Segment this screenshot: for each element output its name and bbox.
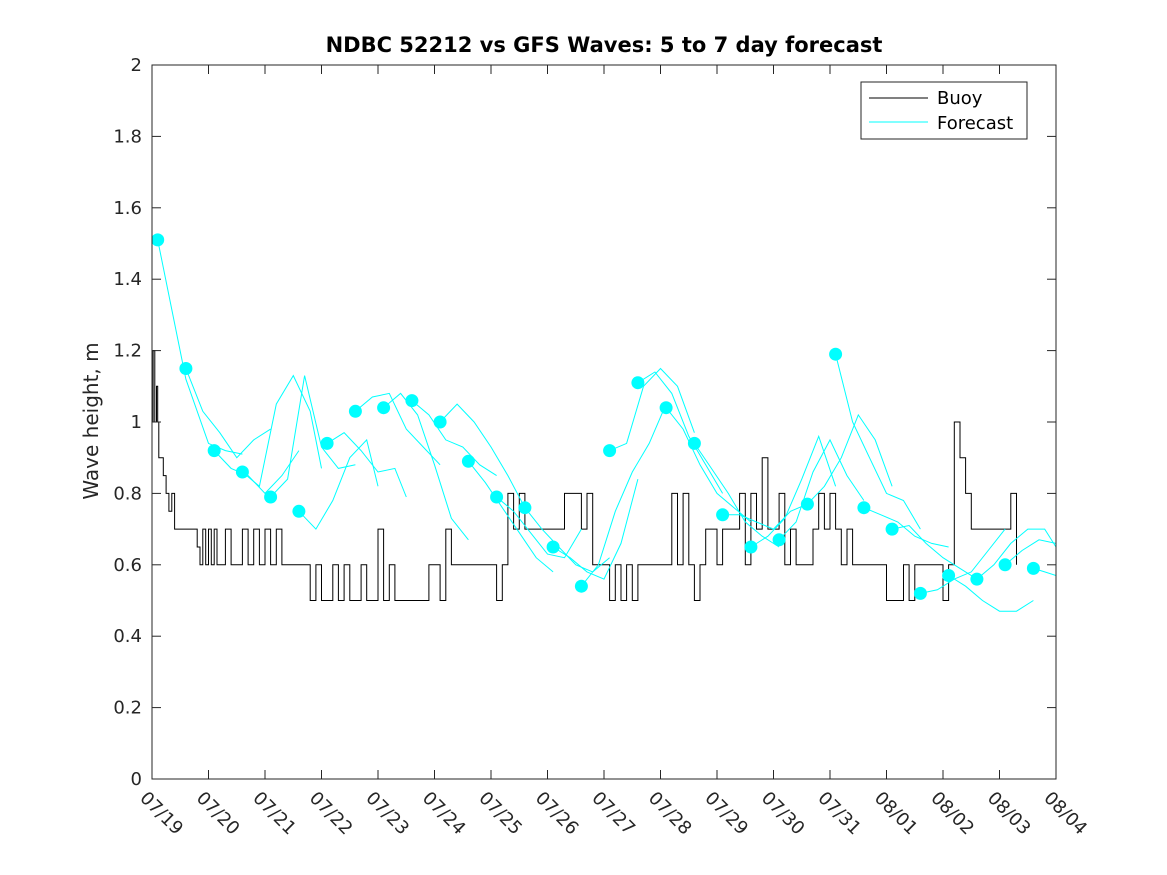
y-tick-label: 1.8 — [113, 126, 142, 147]
legend-box — [860, 81, 1028, 140]
forecast-line-4 — [270, 375, 356, 498]
forecast-marker-1 — [179, 362, 193, 375]
forecast-line-16 — [609, 367, 695, 452]
forecast-line-30 — [1004, 539, 1056, 566]
forecast-marker-15 — [574, 579, 588, 593]
forecast-line-7 — [355, 392, 441, 466]
forecast-line-11 — [468, 460, 554, 573]
forecast-line-3 — [242, 374, 322, 488]
legend-forecast-label: Forecast — [937, 113, 1013, 134]
forecast-marker-0 — [152, 233, 165, 247]
forecast-line-8 — [383, 392, 469, 541]
y-tick-label: 0.2 — [113, 698, 142, 719]
forecast-line-20 — [722, 503, 808, 530]
forecast-line-6 — [326, 432, 407, 498]
forecast-line-21 — [750, 434, 837, 548]
chart-title: NDBC 52212 vs GFS Waves: 5 to 7 day fore… — [326, 33, 883, 57]
forecast-marker-21 — [744, 540, 758, 554]
forecast-marker-29 — [970, 572, 984, 586]
legend-buoy-label: Buoy — [937, 88, 983, 109]
forecast-line-24 — [835, 354, 921, 530]
buoy-series-line — [152, 350, 1017, 601]
y-tick-label: 1 — [131, 412, 142, 433]
forecast-marker-10 — [433, 415, 447, 429]
y-tick-label: 1.6 — [113, 198, 142, 219]
forecast-marker-16 — [603, 444, 617, 458]
forecast-marker-20 — [716, 508, 730, 522]
forecast-marker-28 — [942, 569, 956, 582]
forecast-marker-18 — [659, 401, 673, 415]
forecast-marker-17 — [631, 376, 645, 390]
forecast-line-23 — [807, 413, 893, 505]
forecast-marker-13 — [518, 501, 532, 515]
forecast-marker-24 — [829, 347, 843, 361]
y-tick-label: 1.4 — [113, 269, 142, 290]
forecast-line-26 — [891, 524, 978, 580]
data-layer — [152, 233, 1056, 612]
forecast-line-10 — [439, 403, 526, 508]
forecast-marker-3 — [235, 465, 249, 479]
forecast-marker-9 — [405, 394, 419, 408]
forecast-marker-31 — [1026, 561, 1040, 575]
forecast-marker-14 — [546, 540, 560, 554]
forecast-marker-5 — [292, 504, 306, 518]
forecast-marker-19 — [687, 436, 701, 450]
y-tick-label: 0.6 — [113, 555, 142, 576]
forecast-marker-27 — [913, 586, 927, 600]
forecast-line-25 — [863, 507, 949, 548]
forecast-line-9 — [411, 400, 497, 477]
forecast-line-14 — [552, 478, 639, 580]
y-tick-label: 0.8 — [113, 483, 142, 504]
forecast-line-15 — [581, 403, 667, 587]
forecast-line-0 — [157, 239, 243, 455]
forecast-line-12 — [496, 496, 582, 559]
forecast-line-5 — [298, 438, 379, 530]
forecast-marker-25 — [857, 501, 871, 515]
forecast-marker-7 — [348, 404, 362, 418]
forecast-marker-22 — [772, 533, 786, 547]
y-axis-label: Wave height, m — [79, 342, 103, 499]
forecast-marker-23 — [800, 497, 814, 511]
forecast-line-27 — [920, 528, 1006, 594]
y-tick-label: 1.2 — [113, 341, 142, 362]
forecast-marker-12 — [490, 490, 504, 504]
legend: Buoy Forecast — [860, 81, 1028, 140]
forecast-line-17 — [637, 371, 724, 494]
y-tick-label: 0.4 — [113, 626, 142, 647]
forecast-line-18 — [665, 407, 752, 523]
forecast-marker-11 — [461, 454, 475, 468]
forecast-line-28 — [948, 575, 1034, 612]
y-tick-label: 2 — [131, 55, 142, 76]
forecast-line-29 — [976, 528, 1056, 580]
forecast-marker-30 — [998, 558, 1012, 572]
forecast-marker-2 — [207, 444, 221, 458]
forecast-line-22 — [778, 438, 865, 541]
forecast-line-1 — [185, 368, 271, 459]
forecast-marker-4 — [264, 490, 278, 504]
forecast-marker-8 — [377, 401, 391, 415]
y-tick-label: 0 — [131, 769, 142, 790]
forecast-marker-6 — [320, 436, 334, 450]
forecast-marker-26 — [885, 522, 899, 536]
